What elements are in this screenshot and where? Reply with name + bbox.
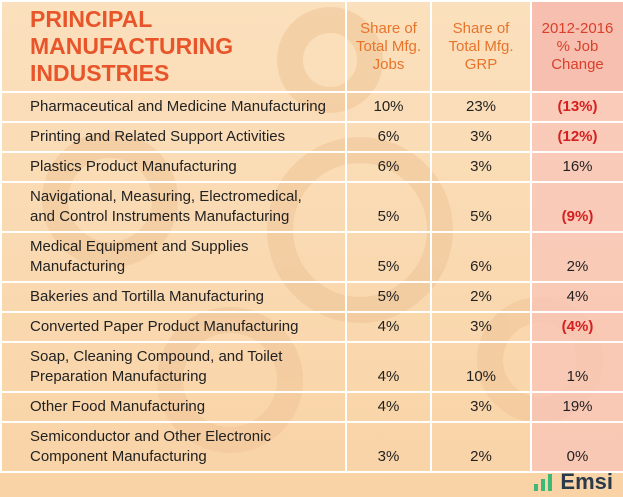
table-cell: 1%	[530, 341, 623, 393]
table-cell: 6%	[345, 121, 432, 153]
table-cell: 6%	[430, 231, 532, 283]
column-header: Share of Total Mfg. Jobs	[345, 0, 432, 93]
industry-name: Printing and Related Support Activities	[0, 121, 347, 153]
table-cell: 2%	[430, 281, 532, 313]
table-cell: 4%	[530, 281, 623, 313]
table-cell: 5%	[345, 181, 432, 233]
industry-name: Pharmaceutical and Medicine Manufacturin…	[0, 91, 347, 123]
industry-table: PRINCIPAL MANUFACTURING INDUSTRIES Share…	[0, 0, 623, 473]
brand: Emsi	[533, 469, 613, 495]
table-cell: 5%	[345, 231, 432, 283]
table-cell: 3%	[430, 151, 532, 183]
brand-name: Emsi	[560, 469, 613, 494]
industry-name: Soap, Cleaning Compound, and Toilet Prep…	[0, 341, 347, 393]
table-cell: 10%	[345, 91, 432, 123]
table-row: Soap, Cleaning Compound, and Toilet Prep…	[0, 341, 623, 393]
table-cell: 5%	[345, 281, 432, 313]
table-cell: 3%	[345, 421, 432, 473]
table-cell: 3%	[430, 311, 532, 343]
table-cell: 23%	[430, 91, 532, 123]
brand-icon	[534, 474, 553, 491]
industry-name: Semiconductor and Other Electronic Compo…	[0, 421, 347, 473]
table-cell: 19%	[530, 391, 623, 423]
table-cell: (9%)	[530, 181, 623, 233]
table-row: Converted Paper Product Manufacturing 4% 3…	[0, 311, 623, 343]
table-cell: 4%	[345, 311, 432, 343]
table-row: Navigational, Measuring, Electromedical,…	[0, 181, 623, 233]
industry-name: Bakeries and Tortilla Manufacturing	[0, 281, 347, 313]
table-row: Medical Equipment and Supplies Manufactu…	[0, 231, 623, 283]
table-cell: 4%	[345, 341, 432, 393]
table-cell: (12%)	[530, 121, 623, 153]
table-row: Bakeries and Tortilla Manufacturing 5% 2% 4…	[0, 281, 623, 313]
table-cell: 16%	[530, 151, 623, 183]
industry-name: Plastics Product Manufacturing	[0, 151, 347, 183]
header-row: PRINCIPAL MANUFACTURING INDUSTRIES Share…	[0, 0, 623, 93]
table-row: Printing and Related Support Activities 6…	[0, 121, 623, 153]
title: PRINCIPAL MANUFACTURING INDUSTRIES	[0, 0, 347, 93]
table-row: Plastics Product Manufacturing 6% 3% 16%	[0, 151, 623, 183]
table-cell: 2%	[430, 421, 532, 473]
table-row: Semiconductor and Other Electronic Compo…	[0, 421, 623, 473]
industry-name: Converted Paper Product Manufacturing	[0, 311, 347, 343]
table-row: Pharmaceutical and Medicine Manufacturin…	[0, 91, 623, 123]
industry-name: Other Food Manufacturing	[0, 391, 347, 423]
table-cell: (4%)	[530, 311, 623, 343]
table-cell: 5%	[430, 181, 532, 233]
table-cell: 3%	[430, 391, 532, 423]
column-header: 2012-2016 % Job Change	[530, 0, 623, 93]
table-cell: 2%	[530, 231, 623, 283]
table-cell: 3%	[430, 121, 532, 153]
table-cell: 6%	[345, 151, 432, 183]
table-row: Other Food Manufacturing 4% 3% 19%	[0, 391, 623, 423]
industry-name: Medical Equipment and Supplies Manufactu…	[0, 231, 347, 283]
table-cell: 0%	[530, 421, 623, 473]
industry-name: Navigational, Measuring, Electromedical,…	[0, 181, 347, 233]
column-header: Share of Total Mfg. GRP	[430, 0, 532, 93]
table-cell: 4%	[345, 391, 432, 423]
table-cell: 10%	[430, 341, 532, 393]
table-cell: (13%)	[530, 91, 623, 123]
